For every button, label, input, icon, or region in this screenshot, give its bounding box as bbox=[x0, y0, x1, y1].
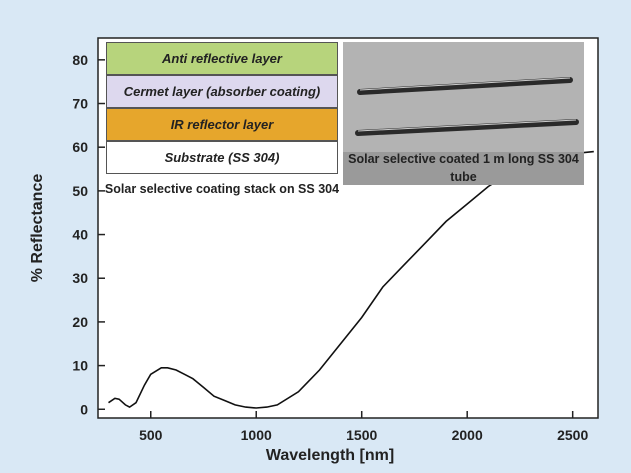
layer: Substrate (SS 304) bbox=[106, 141, 338, 174]
y-tick-label: 10 bbox=[72, 358, 88, 374]
y-tick-label: 30 bbox=[72, 270, 88, 286]
x-tick-label: 1500 bbox=[346, 427, 377, 443]
photo-caption: Solar selective coated 1 m long SS 304 t… bbox=[348, 152, 579, 184]
x-axis-label: Wavelength [nm] bbox=[266, 447, 394, 464]
x-tick-label: 1000 bbox=[241, 427, 272, 443]
reflectance-line bbox=[108, 150, 594, 409]
layer: Anti reflective layer bbox=[106, 42, 338, 75]
x-tick-label: 2500 bbox=[557, 427, 588, 443]
y-tick-label: 20 bbox=[72, 314, 88, 330]
layer: IR reflector layer bbox=[106, 108, 338, 141]
y-axis-label: % Reflectance bbox=[29, 174, 46, 283]
y-tick-label: 60 bbox=[72, 139, 88, 155]
y-tick-label: 70 bbox=[72, 96, 88, 112]
stack-caption: Solar selective coating stack on SS 304 bbox=[104, 182, 340, 196]
x-tick-label: 500 bbox=[139, 427, 163, 443]
y-tick-label: 40 bbox=[72, 227, 88, 243]
layer: Cermet layer (absorber coating) bbox=[106, 75, 338, 108]
x-tick-label: 2000 bbox=[452, 427, 483, 443]
photo bbox=[343, 42, 584, 185]
y-tick-label: 0 bbox=[80, 401, 88, 417]
y-tick-label: 50 bbox=[72, 183, 88, 199]
y-tick-label: 80 bbox=[72, 52, 88, 68]
